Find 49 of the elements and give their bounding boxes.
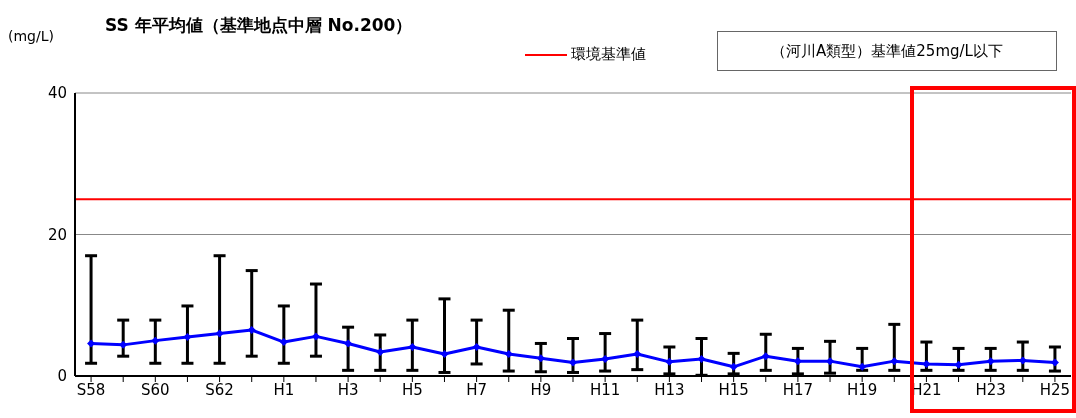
point <box>761 352 770 361</box>
point <box>633 350 642 359</box>
point <box>1050 358 1059 367</box>
x-tick-label: S58 <box>76 380 106 399</box>
x-tick-label: H15 <box>718 380 749 399</box>
x-tick-label: S60 <box>141 380 170 399</box>
point <box>858 362 867 371</box>
y-tick-label: 20 <box>47 225 67 244</box>
x-tick-label: H23 <box>975 380 1006 399</box>
x-tick-label: H5 <box>401 380 423 399</box>
point <box>826 357 835 366</box>
point <box>697 355 706 364</box>
point <box>793 357 802 366</box>
point <box>87 339 96 348</box>
point <box>311 332 320 341</box>
x-tick-label: H3 <box>337 380 359 399</box>
point <box>151 336 160 345</box>
chart-title: SS 年平均値（基準地点中層 No.200） <box>105 14 413 37</box>
point <box>472 342 481 351</box>
point <box>376 347 385 356</box>
point <box>922 359 931 368</box>
x-tick-label: H1 <box>273 380 295 399</box>
point <box>183 333 192 342</box>
point <box>247 326 256 335</box>
x-tick-label: S62 <box>205 380 234 399</box>
point <box>279 338 288 347</box>
x-tick-label: H9 <box>530 380 552 399</box>
y-axis-title: (mg/L) <box>8 28 54 44</box>
point <box>215 329 224 338</box>
y-tick-label: 0 <box>57 367 67 386</box>
x-tick-label: H19 <box>846 380 878 399</box>
x-tick-label: H25 <box>1039 380 1071 399</box>
y-tick-label: 40 <box>47 84 67 103</box>
x-tick-label: H17 <box>782 380 814 399</box>
point <box>569 358 577 367</box>
x-tick-label: H13 <box>654 380 685 399</box>
point <box>440 350 449 359</box>
point <box>729 362 738 371</box>
point <box>408 342 417 351</box>
point <box>119 340 128 349</box>
x-tick-label: H7 <box>466 380 488 399</box>
point <box>504 350 513 359</box>
text: （河川A類型）基準値25mg/L以下 <box>717 31 1057 71</box>
point <box>986 357 995 366</box>
point <box>954 360 963 369</box>
legend-label: 環境基準値 <box>571 45 646 64</box>
point <box>344 339 353 348</box>
point <box>536 354 545 363</box>
x-tick-label: H11 <box>589 380 621 399</box>
